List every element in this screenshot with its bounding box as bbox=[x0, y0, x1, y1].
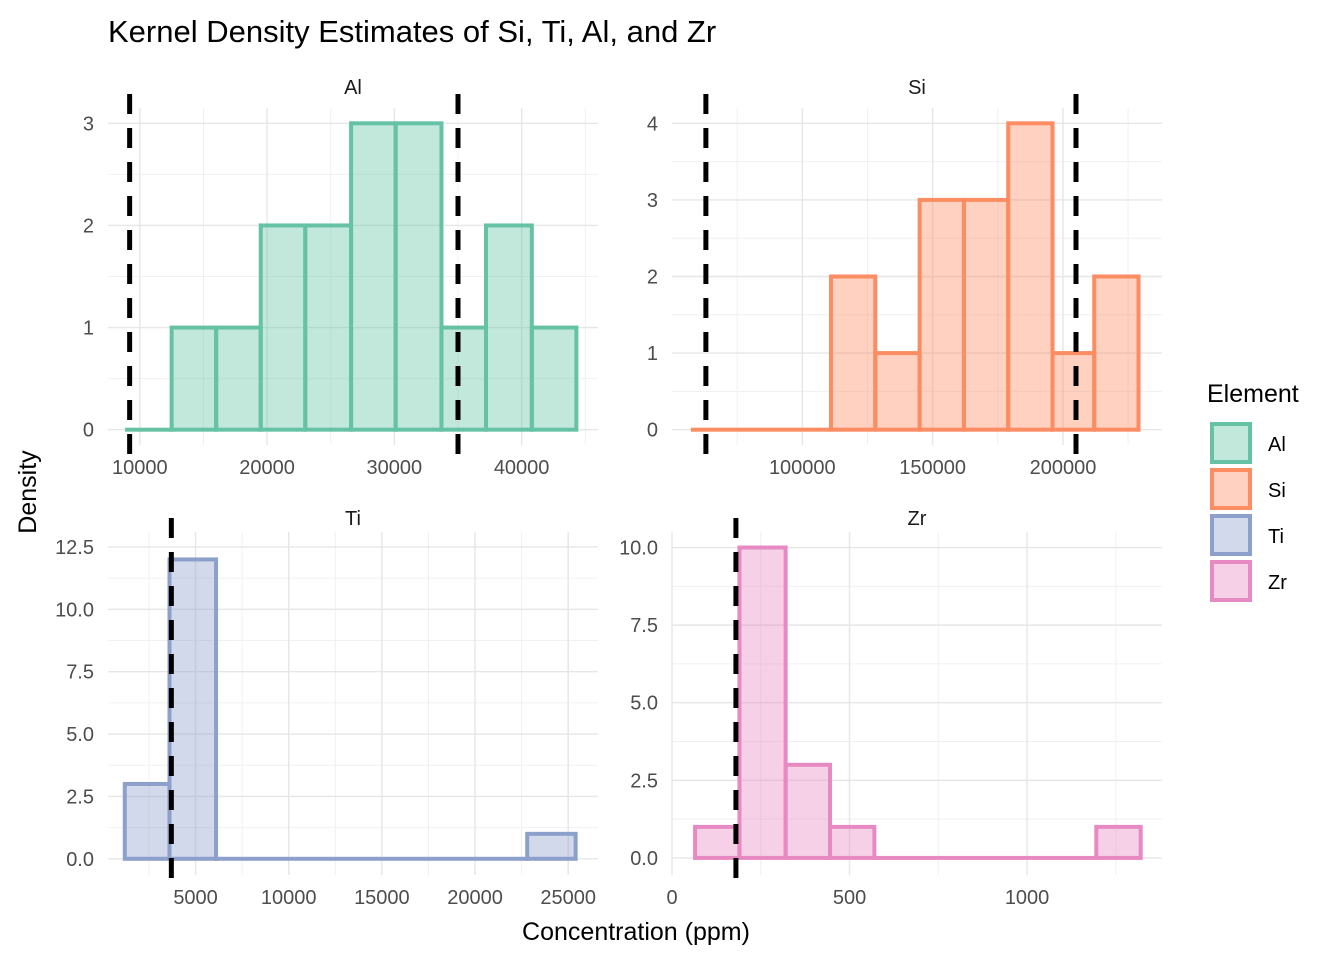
x-tick-label-si: 150000 bbox=[899, 457, 966, 479]
x-axis-label: Concentration (ppm) bbox=[522, 918, 750, 946]
y-tick-label-zr: 0.0 bbox=[630, 848, 658, 870]
x-tick-label-al: 20000 bbox=[239, 457, 295, 479]
histogram-bar-al bbox=[529, 325, 579, 432]
histogram-bar-al bbox=[393, 121, 444, 432]
grid-ti bbox=[108, 532, 598, 875]
legend-items: Al Si Ti Zr bbox=[1210, 422, 1287, 602]
histogram-bar-zr bbox=[783, 762, 833, 860]
histogram-bar-si bbox=[961, 197, 1011, 432]
y-tick-label-ti: 12.5 bbox=[55, 537, 94, 559]
histogram-bar-ti bbox=[525, 831, 578, 861]
y-tick-label-si: 3 bbox=[647, 190, 658, 212]
y-tick-label-si: 2 bbox=[647, 267, 658, 289]
histogram-bar-ti bbox=[122, 781, 172, 861]
histogram-bar-si bbox=[1006, 121, 1055, 432]
x-tick-label-ti: 25000 bbox=[540, 887, 596, 909]
facet-label-ti: Ti bbox=[345, 508, 361, 530]
legend-label-zr: Zr bbox=[1268, 572, 1287, 594]
y-tick-label-zr: 5.0 bbox=[630, 693, 658, 715]
legend-key-zr bbox=[1210, 560, 1252, 602]
x-tick-label-ti: 10000 bbox=[261, 887, 317, 909]
y-tick-label-zr: 2.5 bbox=[630, 770, 658, 792]
bars-al bbox=[125, 121, 579, 432]
x-tick-label-ti: 20000 bbox=[447, 887, 503, 909]
y-tick-label-al: 0 bbox=[83, 420, 94, 442]
histogram-bar-al bbox=[439, 325, 489, 432]
y-axis-label: Density bbox=[14, 450, 42, 534]
histogram-bar-ti bbox=[167, 557, 219, 861]
legend-title: Element bbox=[1207, 380, 1299, 408]
histogram-bar-zr bbox=[1094, 824, 1143, 860]
y-tick-label-al: 2 bbox=[83, 215, 94, 237]
histogram-bar-si bbox=[1092, 274, 1141, 432]
y-tick-label-ti: 10.0 bbox=[55, 599, 94, 621]
facet-zr: Zr 0 500 1000 0.0 2.5 5.0 7.5 10.0 bbox=[619, 508, 1162, 909]
legend-label-si: Si bbox=[1268, 480, 1286, 502]
facet-label-al: Al bbox=[344, 77, 362, 99]
x-tick-label-al: 10000 bbox=[112, 457, 168, 479]
legend-key-si bbox=[1210, 468, 1252, 510]
histogram-bar-al bbox=[349, 121, 398, 432]
y-tick-label-ti: 5.0 bbox=[66, 724, 94, 746]
y-tick-label-al: 3 bbox=[83, 113, 94, 135]
histogram-bar-zr bbox=[737, 545, 788, 860]
histogram-bar-al bbox=[169, 325, 219, 432]
x-tick-label-al: 30000 bbox=[367, 457, 423, 479]
histogram-bar-si bbox=[917, 197, 966, 432]
histogram-bar-si bbox=[873, 351, 922, 432]
y-tick-label-si: 0 bbox=[647, 420, 658, 442]
bars-zr bbox=[693, 545, 1143, 860]
legend-key-al bbox=[1210, 422, 1252, 464]
y-tick-label-si: 4 bbox=[647, 113, 658, 135]
legend-key-ti bbox=[1210, 514, 1252, 556]
x-tick-label-ti: 15000 bbox=[354, 887, 410, 909]
x-tick-label-zr: 1000 bbox=[1005, 887, 1050, 909]
histogram-bar-al bbox=[484, 223, 534, 432]
x-tick-label-zr: 0 bbox=[666, 887, 677, 909]
legend-label-ti: Ti bbox=[1268, 526, 1284, 548]
y-tick-label-ti: 2.5 bbox=[66, 786, 94, 808]
chart-title: Kernel Density Estimates of Si, Ti, Al, … bbox=[108, 14, 716, 49]
histogram-bar-al bbox=[214, 325, 263, 432]
y-tick-label-si: 1 bbox=[647, 343, 658, 365]
x-tick-label-si: 200000 bbox=[1030, 457, 1097, 479]
histogram-bar-zr bbox=[828, 824, 877, 860]
x-tick-label-si: 100000 bbox=[769, 457, 836, 479]
x-tick-label-zr: 500 bbox=[833, 887, 866, 909]
histogram-bar-al bbox=[303, 223, 354, 432]
facet-si: Si 100000 150000 200000 0 1 2 3 4 bbox=[647, 77, 1162, 479]
histogram-bar-si bbox=[828, 274, 878, 432]
y-tick-label-zr: 7.5 bbox=[630, 615, 658, 637]
histogram-bar-si bbox=[1050, 351, 1097, 432]
histogram-bar-zr bbox=[693, 824, 742, 860]
legend: Element Al Si Ti Zr bbox=[1207, 380, 1299, 602]
y-tick-label-ti: 0.0 bbox=[66, 849, 94, 871]
y-tick-label-ti: 7.5 bbox=[66, 662, 94, 684]
bars-ti bbox=[122, 557, 578, 861]
histogram-bar-al bbox=[258, 223, 308, 432]
legend-label-al: Al bbox=[1268, 434, 1286, 456]
facet-label-zr: Zr bbox=[908, 508, 927, 530]
facet-label-si: Si bbox=[908, 77, 926, 99]
facet-al: Al 10000 20000 30000 40000 0 1 2 3 bbox=[83, 77, 598, 479]
facet-ti: Ti 5000 10000 15000 20000 25000 0.0 2.5 5.0 7.5 10… bbox=[55, 508, 598, 909]
y-tick-label-al: 1 bbox=[83, 318, 94, 340]
x-tick-label-al: 40000 bbox=[494, 457, 550, 479]
y-tick-label-zr: 10.0 bbox=[619, 538, 658, 560]
bars-si bbox=[690, 121, 1141, 432]
x-tick-label-ti: 5000 bbox=[173, 887, 218, 909]
